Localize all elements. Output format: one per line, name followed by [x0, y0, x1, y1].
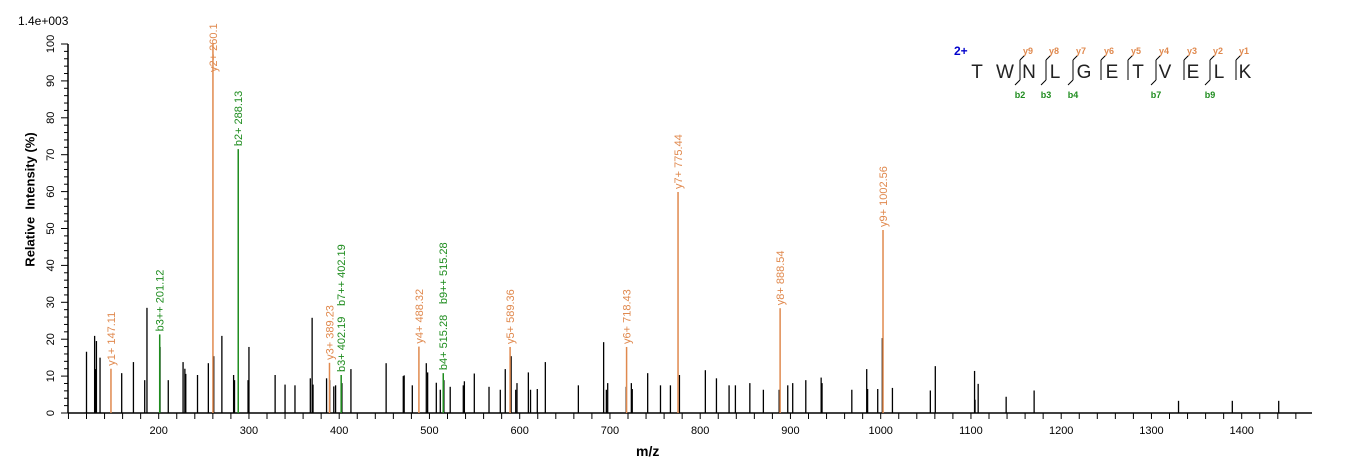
x-tick-label: 500 [420, 425, 438, 437]
residue: V [1159, 62, 1172, 83]
cleavage-y-tick [1072, 54, 1079, 61]
residue: L [1214, 62, 1225, 83]
x-tick-label: 800 [691, 425, 709, 437]
cleavage-b-tick [1204, 79, 1211, 86]
peak-label: y6+ 718.43 [622, 289, 634, 344]
y-tick-label: 40 [45, 259, 57, 271]
peak-label: b3++ 201.12 [155, 270, 167, 332]
y-ion-label: y3 [1187, 46, 1197, 56]
peak-label: b4+ 515.28 [438, 315, 450, 370]
y-tick-label: 50 [45, 222, 57, 234]
b-ion-label: b3 [1041, 90, 1052, 100]
y-ion-label: y2 [1213, 46, 1223, 56]
cleavage-y-tick [1209, 54, 1216, 61]
cleavage-b-tick [1067, 79, 1074, 86]
residue: K [1239, 62, 1252, 83]
peak-label: y9+ 1002.56 [878, 166, 890, 227]
residue: N [1022, 62, 1036, 83]
peak-label: y5+ 589.36 [505, 289, 517, 344]
peak-label: b3+ 402.19 [336, 317, 348, 372]
y-tick-label: 80 [45, 112, 57, 124]
x-tick-label: 1000 [868, 425, 892, 437]
cleavage-y-tick [1100, 54, 1107, 61]
cleavage-y-tick [1019, 54, 1026, 61]
peak-label: b9++ 515.28 [438, 242, 450, 304]
x-tick-label: 700 [601, 425, 619, 437]
peak-label: y2+ 260.1 [208, 23, 220, 72]
b-ion-label: b4 [1068, 90, 1079, 100]
charge-state: 2+ [954, 44, 968, 58]
y-tick-label: 60 [45, 185, 57, 197]
y-tick-label: 10 [45, 370, 57, 382]
cleavage-y-tick [1045, 54, 1052, 61]
x-tick-label: 300 [240, 425, 258, 437]
y-tick-label: 100 [45, 35, 57, 53]
residue: G [1077, 62, 1092, 83]
x-tick-label: 200 [150, 425, 168, 437]
y-ion-label: y9 [1023, 46, 1033, 56]
y-ion-label: y5 [1131, 46, 1141, 56]
peak-label: y7+ 775.44 [673, 134, 685, 189]
y-ion-label: y6 [1104, 46, 1114, 56]
x-tick-label: 1200 [1049, 425, 1073, 437]
cleavage-y-tick [1183, 54, 1190, 61]
y-ion-label: y4 [1159, 46, 1169, 56]
y-ion-label: y8 [1049, 46, 1059, 56]
y-tick-label: 20 [45, 333, 57, 345]
x-tick-label: 400 [330, 425, 348, 437]
cleavage-b-tick [1014, 79, 1021, 86]
residue: E [1106, 62, 1119, 83]
cleavage-b-tick [1150, 79, 1157, 86]
y-tick-label: 0 [45, 410, 57, 416]
peak-label: y8+ 888.54 [775, 250, 787, 305]
residue: L [1050, 62, 1061, 83]
peak-label: y4+ 488.32 [414, 289, 426, 344]
cleavage-y-tick [1127, 54, 1134, 61]
y-ion-label: y7 [1076, 46, 1086, 56]
peak-label: y3+ 389.23 [324, 305, 336, 360]
x-tick-label: 900 [781, 425, 799, 437]
cleavage-y-tick [1155, 54, 1162, 61]
peak-label: b2+ 288.13 [233, 91, 245, 146]
peak-label: y1+ 147.11 [106, 312, 118, 366]
b-ion-label: b2 [1015, 90, 1026, 100]
y-tick-label: 90 [45, 75, 57, 87]
residue: W [996, 62, 1014, 83]
y-ion-label: y1 [1239, 46, 1249, 56]
x-tick-label: 1300 [1139, 425, 1163, 437]
x-tick-label: 1400 [1229, 425, 1253, 437]
peak-label: b7++ 402.19 [336, 244, 348, 306]
intensity-scale-label: 1.4e+003 [18, 14, 69, 28]
residue: T [1132, 62, 1144, 83]
y-tick-label: 70 [45, 149, 57, 161]
x-axis-label: m/z [636, 443, 660, 459]
cleavage-b-tick [1040, 79, 1047, 86]
residue: E [1187, 62, 1200, 83]
b-ion-label: b7 [1151, 90, 1162, 100]
residue: T [971, 62, 983, 83]
x-tick-label: 1100 [959, 425, 983, 437]
y-tick-label: 30 [45, 296, 57, 308]
cleavage-y-tick [1235, 54, 1242, 61]
b-ion-label: b9 [1205, 90, 1216, 100]
x-tick-label: 600 [511, 425, 529, 437]
